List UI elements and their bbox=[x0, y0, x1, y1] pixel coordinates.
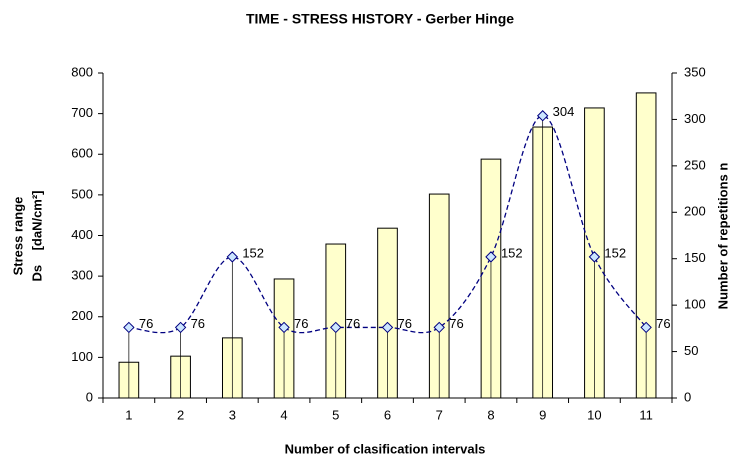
data-label: 76 bbox=[398, 316, 412, 331]
marker bbox=[381, 321, 394, 334]
y-tick-label: 200 bbox=[71, 308, 93, 323]
marker bbox=[433, 321, 445, 334]
data-label: 76 bbox=[139, 316, 153, 331]
marker bbox=[588, 251, 601, 263]
x-tick-label: 8 bbox=[487, 407, 494, 422]
x-tick-label: 6 bbox=[384, 407, 391, 422]
y2-tick-label: 200 bbox=[684, 204, 706, 219]
y2-tick-label: 300 bbox=[684, 111, 706, 126]
y2-tick-label: 50 bbox=[684, 343, 698, 358]
y2-tick-label: 150 bbox=[684, 250, 706, 265]
marker bbox=[640, 321, 652, 334]
x-tick-label: 2 bbox=[177, 407, 184, 422]
y-tick-label: 600 bbox=[71, 146, 93, 161]
y2-axis-label: Number of repetitions n bbox=[715, 163, 730, 310]
y-tick-label: 100 bbox=[71, 349, 93, 364]
x-tick-label: 9 bbox=[539, 407, 546, 422]
marker bbox=[226, 251, 239, 263]
y-tick-label: 800 bbox=[71, 64, 93, 79]
y2-tick-label: 0 bbox=[684, 389, 691, 404]
x-tick-label: 3 bbox=[229, 407, 236, 422]
x-tick-label: 10 bbox=[587, 407, 601, 422]
data-label: 152 bbox=[242, 245, 264, 260]
marker bbox=[174, 321, 187, 334]
x-tick-label: 4 bbox=[280, 407, 287, 422]
data-label: 76 bbox=[294, 316, 308, 331]
x-tick-label: 1 bbox=[125, 407, 132, 422]
y-tick-label: 700 bbox=[71, 105, 93, 120]
marker bbox=[330, 321, 342, 334]
y-axis-label: Ds [daN/cm²] bbox=[29, 190, 44, 281]
marker bbox=[485, 251, 497, 263]
marker bbox=[123, 321, 135, 334]
data-label: 76 bbox=[656, 316, 670, 331]
y-tick-label: 300 bbox=[71, 268, 93, 283]
x-tick-label: 11 bbox=[639, 407, 653, 422]
y2-tick-label: 250 bbox=[684, 157, 706, 172]
y2-tick-label: 100 bbox=[684, 297, 706, 312]
x-tick-label: 7 bbox=[436, 407, 443, 422]
data-label: 152 bbox=[501, 245, 523, 260]
y2-tick-label: 350 bbox=[684, 64, 706, 79]
chart-title: TIME - STRESS HISTORY - Gerber Hinge bbox=[246, 11, 514, 27]
y-axis-label: Stress range bbox=[10, 197, 25, 276]
y-tick-label: 0 bbox=[86, 389, 93, 404]
data-label: 76 bbox=[191, 316, 205, 331]
y-tick-label: 500 bbox=[71, 186, 93, 201]
data-label: 304 bbox=[553, 104, 575, 119]
x-axis-label: Number of clasification intervals bbox=[285, 441, 486, 456]
data-label: 152 bbox=[604, 245, 626, 260]
x-tick-label: 5 bbox=[332, 407, 339, 422]
y-tick-label: 400 bbox=[71, 227, 93, 242]
data-label: 76 bbox=[449, 316, 463, 331]
marker bbox=[278, 321, 290, 334]
marker bbox=[536, 110, 549, 122]
line bbox=[128, 115, 647, 334]
data-label: 76 bbox=[346, 316, 360, 331]
